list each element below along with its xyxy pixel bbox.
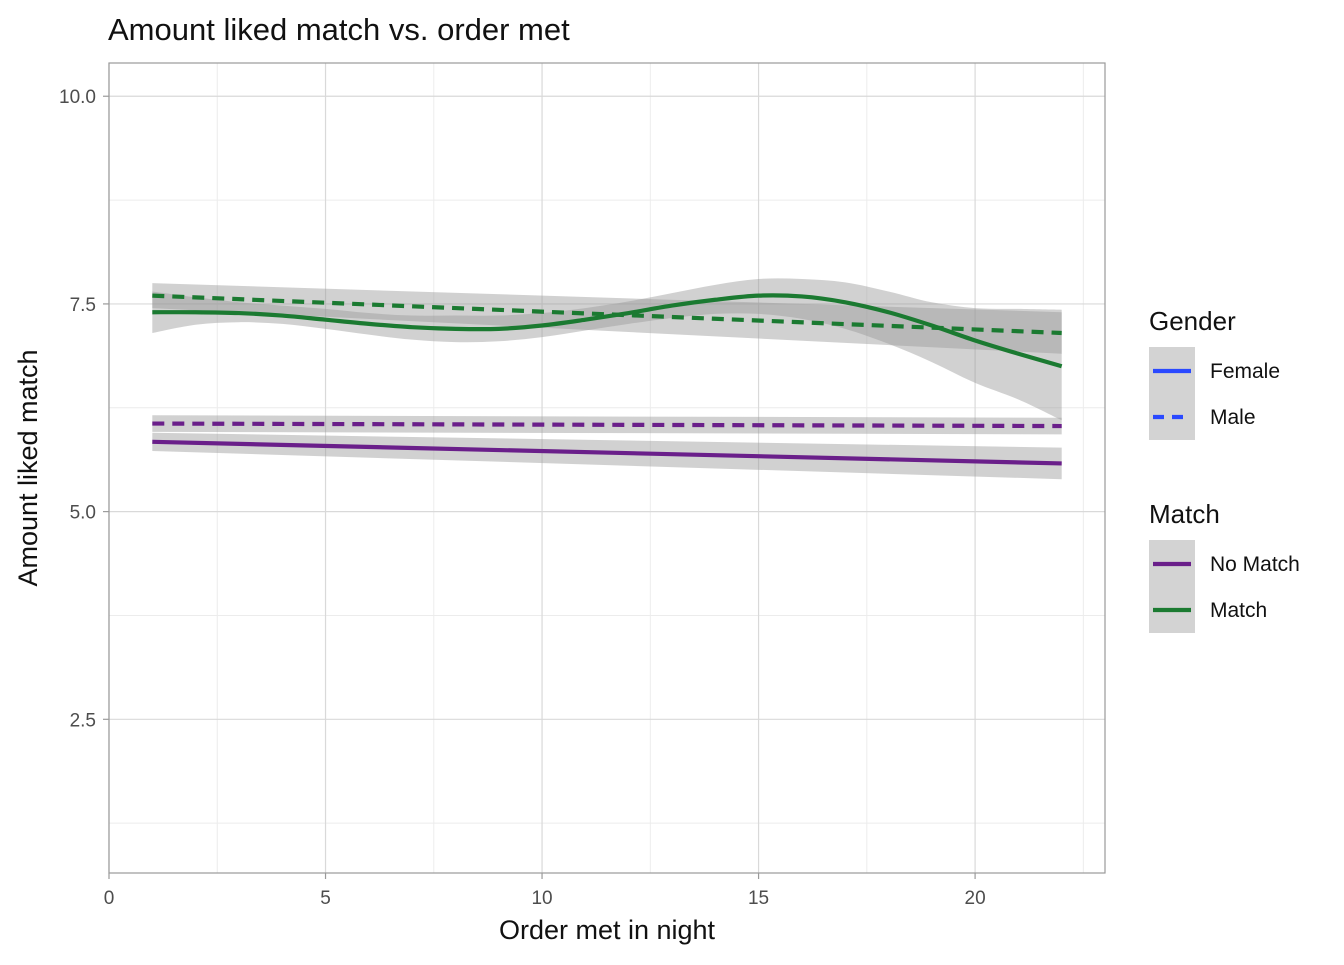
series-lines: [152, 293, 1063, 466]
x-tick-label: 20: [965, 888, 986, 909]
x-tick-label: 5: [320, 888, 331, 909]
ci-ribbon: [152, 415, 1062, 435]
x-tick-label: 10: [531, 888, 552, 909]
series-line-male-no-match: [152, 421, 1062, 429]
ci-ribbon: [152, 278, 1062, 421]
y-tick-label: 5.0: [70, 503, 96, 524]
series-line-female-match: [152, 293, 1063, 369]
plot-area: [108, 62, 1106, 874]
y-tick-label: 10.0: [59, 87, 96, 108]
series-line-male-match: [152, 293, 1062, 336]
x-tick-label: 0: [104, 888, 115, 909]
y-axis: 2.5 5.0 7.5 10.0: [59, 87, 109, 731]
y-axis-title: Amount liked match: [13, 349, 43, 586]
ci-ribbon: [152, 432, 1062, 480]
plot-background: [109, 63, 1105, 873]
series-line-female-no-match: [152, 439, 1062, 466]
x-tick-label: 15: [748, 888, 769, 909]
legend-key-background: [1149, 540, 1195, 633]
y-tick-label: 7.5: [70, 295, 96, 316]
legend-title: Match: [1149, 499, 1220, 529]
y-tick-label: 2.5: [70, 710, 96, 731]
plot-border: [108, 62, 1106, 874]
x-axis: 0 5 10 15 20: [104, 873, 986, 909]
x-axis-title: Order met in night: [499, 915, 716, 945]
legend-label: Match: [1210, 599, 1267, 622]
legend-label: Female: [1210, 360, 1280, 383]
chart-title: Amount liked match vs. order met: [108, 12, 570, 47]
legend-label: No Match: [1210, 553, 1300, 576]
legend-key-background: [1149, 347, 1195, 440]
grid-minor: [109, 63, 1105, 873]
legend-label: Male: [1210, 406, 1256, 429]
legend-title: Gender: [1149, 306, 1236, 336]
legend: Gender Female Male Match No Match Match: [1149, 306, 1300, 633]
